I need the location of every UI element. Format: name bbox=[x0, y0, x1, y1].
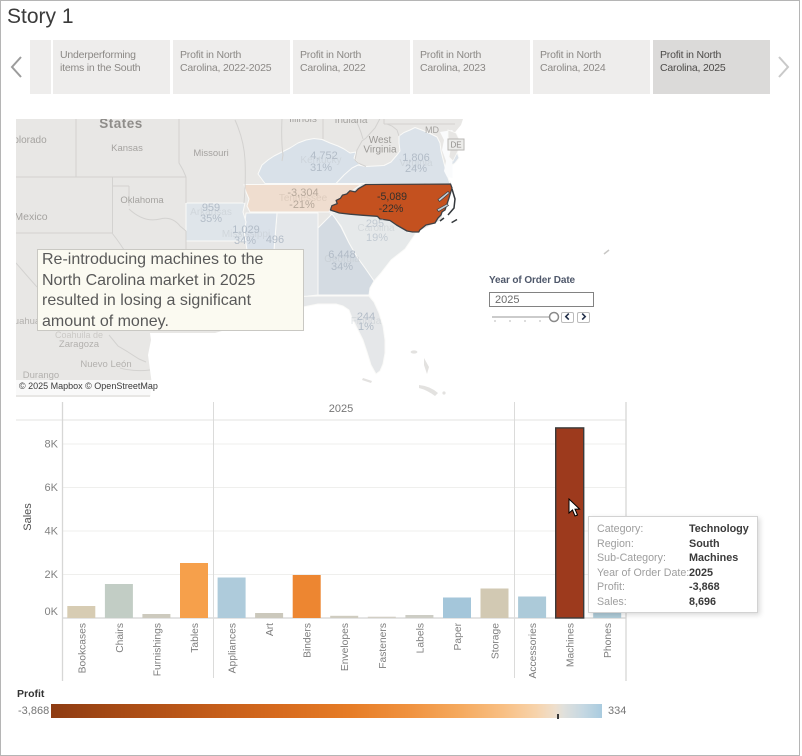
svg-text:6K: 6K bbox=[45, 482, 59, 494]
svg-text:States: States bbox=[99, 119, 143, 131]
svg-text:Labels: Labels bbox=[415, 623, 426, 653]
svg-text:Storage: Storage bbox=[491, 623, 502, 659]
svg-text:Virginia: Virginia bbox=[399, 158, 433, 169]
svg-text:-22%: -22% bbox=[379, 203, 404, 215]
svg-text:Carolina: Carolina bbox=[357, 223, 395, 234]
svg-text:959: 959 bbox=[202, 202, 220, 214]
svg-text:Virginia: Virginia bbox=[363, 145, 397, 156]
svg-text:Georgia: Georgia bbox=[324, 254, 360, 265]
svg-text:Chairs: Chairs bbox=[115, 623, 126, 653]
svg-text:19%: 19% bbox=[366, 232, 388, 244]
svg-text:Tables: Tables bbox=[190, 623, 201, 653]
svg-text:Bookcases: Bookcases bbox=[77, 623, 88, 673]
svg-text:Mexico: Mexico bbox=[16, 211, 48, 223]
svg-text:Oklahoma: Oklahoma bbox=[120, 195, 164, 206]
svg-text:Accessories: Accessories bbox=[528, 623, 539, 679]
svg-text:Coahuila de: Coahuila de bbox=[55, 330, 103, 340]
svg-text:Florida: Florida bbox=[351, 316, 382, 327]
svg-text:Fasteners: Fasteners bbox=[378, 623, 389, 669]
svg-text:Envelopes: Envelopes bbox=[340, 623, 351, 671]
svg-text:4,752: 4,752 bbox=[310, 150, 338, 162]
svg-text:295: 295 bbox=[366, 218, 384, 230]
svg-text:Furnishings: Furnishings bbox=[152, 623, 163, 676]
svg-text:2025: 2025 bbox=[329, 403, 353, 415]
svg-text:Appliances: Appliances bbox=[228, 623, 239, 673]
svg-text:olorado: olorado bbox=[16, 135, 47, 146]
svg-text:34%: 34% bbox=[234, 235, 256, 247]
svg-text:Art: Art bbox=[265, 623, 276, 636]
svg-text:-5,089: -5,089 bbox=[377, 191, 407, 203]
svg-text:1,029: 1,029 bbox=[232, 224, 260, 236]
svg-text:Mississippi: Mississippi bbox=[222, 229, 270, 240]
svg-text:4K: 4K bbox=[45, 526, 59, 538]
svg-text:Missouri: Missouri bbox=[193, 148, 228, 159]
svg-text:1,806: 1,806 bbox=[402, 152, 430, 164]
svg-text:Indiana: Indiana bbox=[335, 119, 368, 126]
svg-text:uahua: uahua bbox=[16, 316, 41, 327]
svg-text:0K: 0K bbox=[45, 606, 59, 618]
svg-text:244: 244 bbox=[357, 311, 375, 323]
svg-text:2K: 2K bbox=[45, 569, 59, 581]
svg-text:Phones: Phones bbox=[603, 623, 614, 658]
svg-text:31%: 31% bbox=[310, 162, 332, 174]
svg-text:-3,304: -3,304 bbox=[287, 187, 318, 199]
svg-text:Sales: Sales bbox=[22, 503, 34, 531]
svg-text:Arkansas: Arkansas bbox=[190, 207, 232, 218]
svg-text:Zaragoza: Zaragoza bbox=[59, 339, 100, 350]
svg-text:24%: 24% bbox=[405, 163, 427, 175]
svg-text:34%: 34% bbox=[331, 261, 353, 273]
svg-text:496: 496 bbox=[266, 234, 284, 246]
svg-text:West: West bbox=[369, 135, 392, 146]
svg-text:Kentucky: Kentucky bbox=[300, 155, 341, 166]
svg-text:Paper: Paper bbox=[453, 622, 464, 650]
svg-text:DE: DE bbox=[450, 141, 461, 150]
svg-text:Machines: Machines bbox=[566, 623, 577, 667]
svg-text:6,448: 6,448 bbox=[328, 249, 356, 261]
svg-text:Illinois: Illinois bbox=[289, 119, 317, 125]
svg-text:35%: 35% bbox=[200, 213, 222, 225]
svg-text:-21%: -21% bbox=[289, 199, 315, 211]
svg-text:MD: MD bbox=[425, 125, 439, 135]
svg-text:Binders: Binders bbox=[303, 623, 314, 658]
svg-text:Durango: Durango bbox=[23, 370, 59, 381]
svg-text:1%: 1% bbox=[358, 321, 374, 333]
svg-text:8K: 8K bbox=[45, 439, 59, 451]
svg-text:Tennessee: Tennessee bbox=[279, 193, 328, 204]
svg-text:Kansas: Kansas bbox=[111, 143, 143, 154]
svg-text:Nuevo León: Nuevo León bbox=[80, 359, 131, 370]
